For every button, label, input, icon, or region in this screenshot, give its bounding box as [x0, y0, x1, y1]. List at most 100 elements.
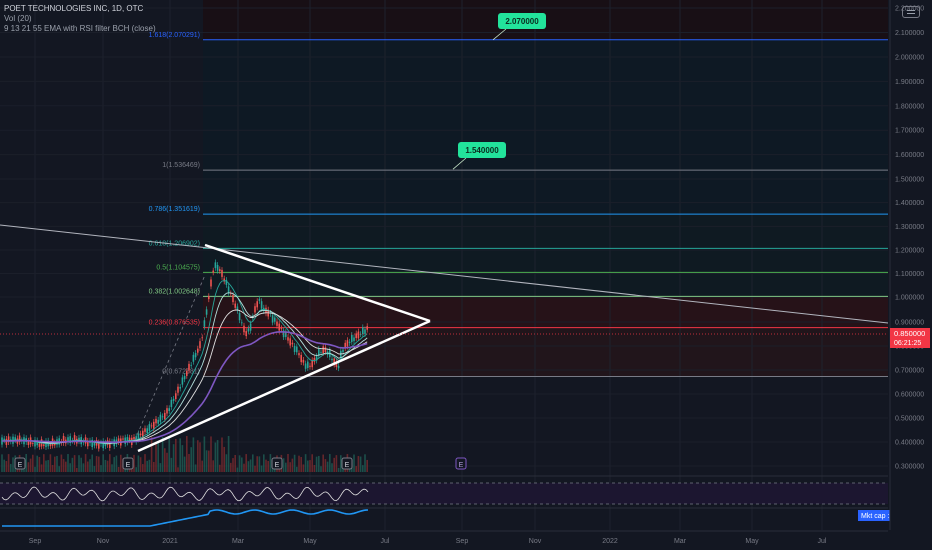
volume-bar: [227, 436, 230, 472]
volume-bar: [89, 459, 91, 472]
volume-bar: [56, 455, 58, 472]
candle-body: [243, 325, 245, 333]
candle-body: [62, 435, 65, 444]
descending-trendline: [0, 224, 889, 324]
candle-body: [364, 329, 366, 334]
candle-body: [241, 322, 243, 324]
price-tick-label: 1.600000: [895, 152, 924, 159]
candle-body: [186, 370, 188, 376]
chart-legend: POET TECHNOLOGIES INC, 1D, OTC Vol (20) …: [4, 4, 156, 34]
candle-body: [135, 436, 137, 442]
fib-label: 0.236(0.876535): [149, 320, 200, 327]
volume-bar: [293, 454, 296, 472]
candle-body: [258, 298, 261, 301]
price-tick-label: 1.700000: [895, 128, 924, 135]
volume-bar: [320, 466, 322, 472]
candle-body: [164, 412, 166, 420]
volume-bar: [80, 457, 82, 472]
candle-body: [69, 436, 71, 444]
candle-body: [322, 346, 324, 354]
volume-bar: [144, 454, 146, 472]
candle-body: [87, 440, 89, 447]
volume-bar: [258, 456, 261, 472]
time-tick-label: 2022: [602, 538, 618, 545]
volume-bar: [40, 464, 43, 472]
volume-bar: [241, 457, 243, 472]
countdown: 06:21:25: [894, 340, 921, 347]
candle-body: [348, 341, 351, 343]
volume-bar: [236, 467, 239, 472]
volume-bar: [45, 460, 47, 472]
candle-body: [335, 361, 338, 367]
zone-red: [203, 327, 888, 377]
volume-bar: [214, 442, 217, 472]
candle-body: [291, 342, 294, 345]
candle-body: [216, 264, 219, 271]
volume-bar: [318, 455, 320, 472]
candle-body: [188, 363, 190, 371]
volume-bar: [300, 457, 302, 472]
symbol-title[interactable]: POET TECHNOLOGIES INC, 1D, OTC: [4, 4, 144, 13]
volume-bar: [230, 462, 232, 472]
ema-label[interactable]: 9 13 21 55 EMA with RSI filter BCH (clos…: [4, 24, 156, 33]
candle-body: [247, 328, 250, 332]
mcap-line: [2, 509, 369, 527]
volume-bar: [302, 464, 305, 472]
axis-bg: [890, 0, 932, 550]
candle-body: [300, 354, 302, 363]
candle-body: [168, 408, 170, 411]
fib-label: 0(0.672681): [162, 369, 200, 376]
volume-bar: [269, 454, 272, 472]
price-axis[interactable]: 2.200000 2.100000 2.000000 1.900000 1.800000…: [889, 0, 932, 550]
volume-bar: [364, 454, 366, 472]
volume-bar: [340, 455, 342, 472]
volume-bar: [210, 436, 212, 472]
volume-bar: [113, 457, 115, 472]
price-tick-label: 1.400000: [895, 200, 924, 207]
candle-body: [212, 270, 214, 273]
volume-bar: [38, 457, 41, 472]
candle-body: [269, 313, 272, 314]
volume-bar: [60, 454, 63, 472]
candle-body: [249, 323, 252, 331]
volume-bar: [115, 455, 118, 472]
volume-bar: [3, 459, 5, 472]
candle-body: [357, 331, 360, 339]
time-axis[interactable]: Sep Nov 2021 Mar May Jul Sep Nov 2022 Mar May Jul: [0, 530, 888, 545]
time-tick-label: May: [745, 538, 759, 545]
volume-bar: [359, 456, 362, 472]
grid: [34, 0, 823, 530]
volume-bar: [150, 436, 153, 472]
volume-bar: [166, 452, 168, 472]
candle-body: [225, 279, 228, 285]
volume-bar: [278, 467, 280, 472]
volume-bar: [139, 457, 142, 472]
volume-bar: [223, 446, 225, 472]
candle-body: [298, 353, 300, 356]
volume-bar: [291, 458, 294, 472]
volume-bar: [192, 437, 195, 472]
candle-body: [183, 375, 186, 380]
volume-bar: [205, 450, 208, 472]
fib-zone: [203, 248, 888, 273]
price-tick-label: 0.600000: [895, 392, 924, 399]
time-tick-label: Jul: [381, 538, 390, 545]
candle-body: [172, 398, 175, 401]
volume-label[interactable]: Vol (20): [4, 14, 32, 23]
volume-bar: [199, 442, 201, 472]
volume-bar: [183, 456, 186, 472]
volume-bar: [16, 467, 19, 472]
volume-bar: [29, 458, 32, 472]
menu-icon[interactable]: [902, 6, 920, 18]
price-tick-label: 2.100000: [895, 30, 924, 37]
candle-body: [208, 296, 210, 300]
time-tick-label: Sep: [29, 538, 42, 545]
earnings-badge: [122, 457, 134, 470]
volume-bar: [311, 454, 313, 472]
volume-bar: [329, 454, 331, 472]
price-tick-label: 0.300000: [895, 464, 924, 471]
price-tick-label: 1.300000: [895, 224, 924, 231]
volume-bar: [326, 461, 329, 472]
volume-bar: [315, 456, 318, 472]
